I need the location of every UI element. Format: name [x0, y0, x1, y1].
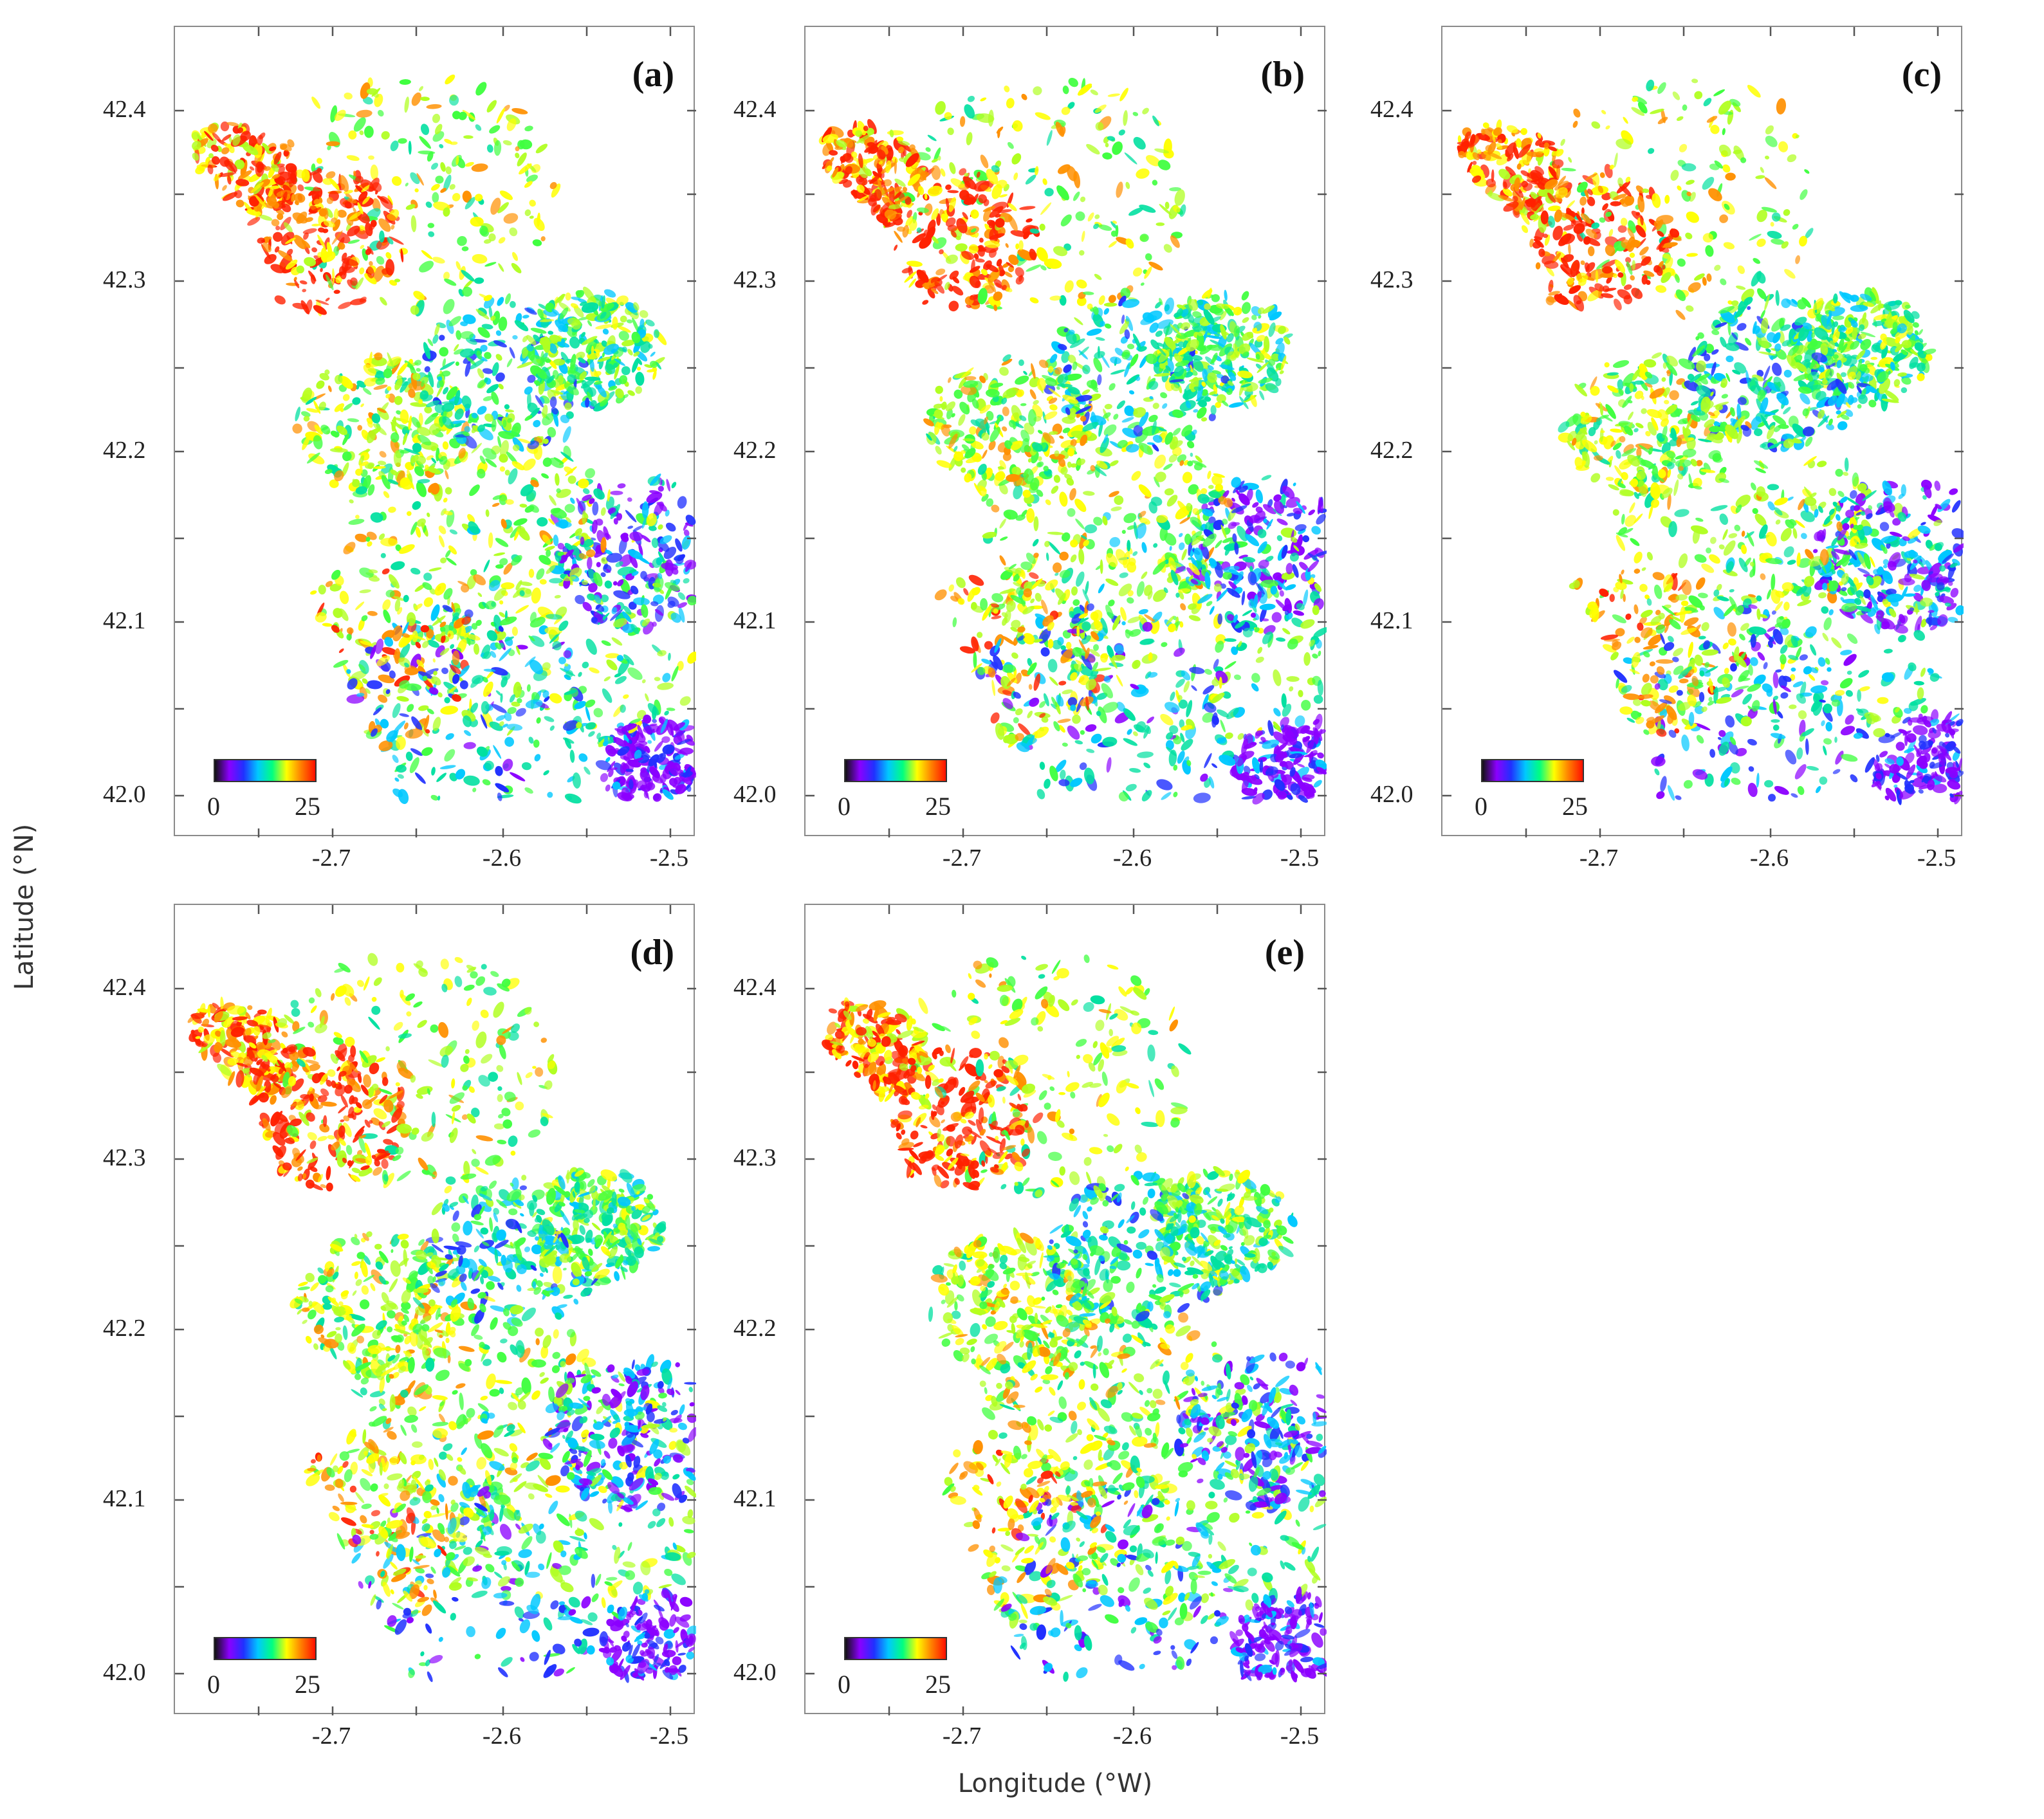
x-tick-label: -2.6: [482, 1723, 522, 1750]
colorbar-max-label: 25: [295, 1670, 320, 1699]
x-tick-label: -2.5: [1917, 845, 1957, 872]
tick-marks: [175, 905, 696, 1715]
colorbar-min-label: 0: [838, 1670, 851, 1699]
colorbar-max-label: 25: [1562, 792, 1588, 821]
colorbar: [1481, 759, 1584, 782]
y-tick-label: 42.4: [733, 96, 777, 123]
x-tick-label: -2.7: [311, 1723, 351, 1750]
y-tick-label: 42.4: [733, 974, 777, 1001]
map-image: [175, 27, 696, 837]
y-tick-label: 42.1: [733, 1485, 777, 1512]
map-image: [806, 905, 1327, 1715]
map-image: [1442, 27, 1964, 837]
colorbar-min-label: 0: [838, 792, 851, 821]
y-tick-label: 42.0: [733, 781, 777, 808]
panel-label: (c): [1901, 55, 1942, 95]
map-panel-d: (d) 0 25: [174, 904, 696, 1715]
y-tick-label: 42.2: [733, 1315, 777, 1342]
map-image: [806, 27, 1327, 837]
y-tick-label: 42.1: [103, 1485, 146, 1512]
tick-marks: [175, 27, 696, 837]
tick-marks: [806, 905, 1327, 1715]
y-tick-label: 42.2: [103, 1315, 146, 1342]
panel-label: (a): [632, 55, 674, 95]
colorbar-min-label: 0: [1475, 792, 1487, 821]
x-tick-label: -2.7: [1579, 845, 1619, 872]
panel-label: (b): [1260, 55, 1305, 95]
x-tick-label: -2.6: [1112, 1723, 1152, 1750]
y-tick-label: 42.0: [103, 1659, 146, 1686]
x-tick-label: -2.5: [1280, 1723, 1320, 1750]
vegetation-raster: [191, 74, 696, 805]
y-tick-label: 42.4: [103, 974, 146, 1001]
x-tick-label: -2.5: [649, 845, 689, 872]
tick-marks: [1442, 27, 1964, 837]
colorbar-min-label: 0: [207, 1670, 220, 1699]
y-tick-label: 42.1: [1370, 607, 1413, 634]
x-tick-label: -2.5: [649, 1723, 689, 1750]
y-tick-label: 42.3: [1370, 266, 1413, 293]
x-tick-label: -2.6: [1112, 845, 1152, 872]
vegetation-raster: [1457, 78, 1964, 805]
y-tick-label: 42.1: [733, 607, 777, 634]
y-axis-title: Latitude (°N): [10, 823, 39, 991]
tick-marks: [806, 27, 1327, 837]
y-tick-label: 42.0: [103, 781, 146, 808]
y-tick-label: 42.3: [103, 266, 146, 293]
map-panel-c: (c) 0 25: [1441, 26, 1964, 837]
y-tick-label: 42.2: [103, 437, 146, 464]
y-tick-label: 42.3: [733, 266, 777, 293]
panel-label: (d): [630, 933, 674, 973]
x-tick-label: -2.5: [1280, 845, 1320, 872]
map-panel-e: (e) 0 25: [804, 904, 1327, 1715]
map-image: [175, 905, 696, 1715]
vegetation-raster: [818, 77, 1327, 805]
vegetation-raster: [187, 953, 696, 1683]
y-tick-label: 42.1: [103, 607, 146, 634]
y-tick-label: 42.4: [1370, 96, 1413, 123]
x-tick-label: -2.7: [942, 1723, 982, 1750]
map-panel-a: (a) 0 25: [174, 26, 696, 837]
colorbar-max-label: 25: [925, 792, 951, 821]
y-tick-label: 42.0: [733, 1659, 777, 1686]
colorbar-max-label: 25: [925, 1670, 951, 1699]
y-tick-label: 42.2: [733, 437, 777, 464]
colorbar-max-label: 25: [295, 792, 320, 821]
x-tick-label: -2.6: [1749, 845, 1789, 872]
x-axis-title: Longitude (°W): [957, 1769, 1153, 1798]
colorbar: [844, 1637, 947, 1660]
panel-label: (e): [1264, 933, 1305, 973]
y-tick-label: 42.2: [1370, 437, 1413, 464]
x-tick-label: -2.6: [482, 845, 522, 872]
y-tick-label: 42.0: [1370, 781, 1413, 808]
map-panel-b: (b) 0 25: [804, 26, 1327, 837]
y-tick-label: 42.4: [103, 96, 146, 123]
colorbar: [844, 759, 947, 782]
colorbar: [214, 1637, 317, 1660]
colorbar-min-label: 0: [207, 792, 220, 821]
x-tick-label: -2.7: [311, 845, 351, 872]
y-tick-label: 42.3: [733, 1144, 777, 1171]
x-tick-label: -2.7: [942, 845, 982, 872]
y-tick-label: 42.3: [103, 1144, 146, 1171]
vegetation-raster: [822, 955, 1327, 1683]
colorbar: [214, 759, 317, 782]
